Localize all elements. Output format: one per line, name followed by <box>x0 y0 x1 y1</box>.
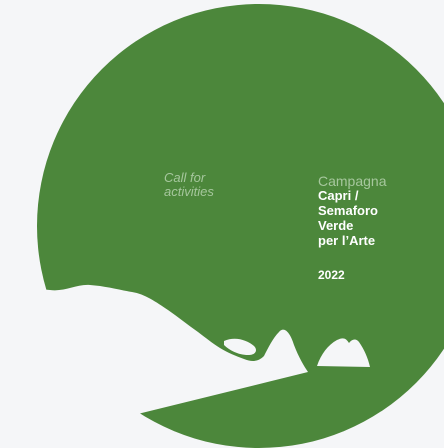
coastline-silhouette <box>0 284 308 448</box>
coast-rock <box>224 338 256 355</box>
call-line-2: activities <box>164 184 214 199</box>
call-line-1: Call for <box>164 170 206 185</box>
faraglioni-rocks <box>317 338 370 367</box>
title-line-3: Verde <box>318 218 354 233</box>
year-label: 2022 <box>318 268 345 282</box>
campaign-title: Capri / Semaforo Verde per l’Arte <box>318 189 378 249</box>
call-for-activities-label: Call for activities <box>164 171 214 199</box>
campagna-label: Campagna <box>318 173 387 189</box>
title-line-2: Semaforo <box>318 203 378 218</box>
title-line-1: Capri / <box>318 188 359 203</box>
title-line-4: per l’Arte <box>318 233 376 248</box>
